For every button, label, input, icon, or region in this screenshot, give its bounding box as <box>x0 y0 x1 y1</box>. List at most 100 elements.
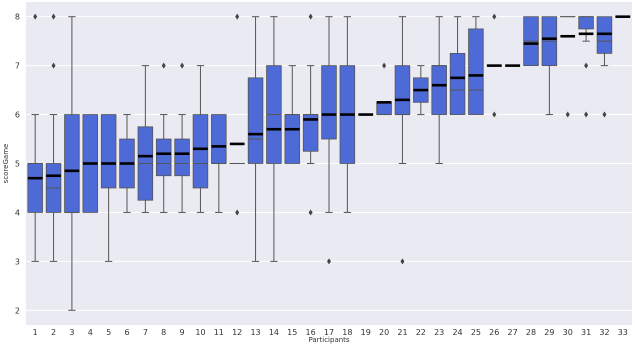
outlier-point <box>180 62 185 69</box>
box-participant-15 <box>284 65 301 164</box>
x-tick-label: 22 <box>416 328 426 337</box>
iqr-box <box>431 65 447 115</box>
x-tick-label: 13 <box>250 328 260 337</box>
outlier-point <box>51 13 56 20</box>
box-participant-2 <box>45 13 62 262</box>
box-participant-29 <box>541 16 558 116</box>
y-tick-label: 4 <box>15 208 20 217</box>
outlier-point <box>400 258 405 265</box>
box-participant-10 <box>192 65 209 213</box>
y-tick-label: 2 <box>15 306 20 315</box>
y-tick-labels: 2 3 4 5 6 7 8 <box>15 13 20 316</box>
x-tick-label: 16 <box>306 328 316 337</box>
iqr-box <box>284 114 301 164</box>
box-participant-17 <box>321 16 337 265</box>
box-participant-5 <box>100 114 117 262</box>
x-tick-label: 23 <box>434 328 444 337</box>
x-tick-label: 9 <box>180 328 185 337</box>
outlier-point <box>584 111 589 118</box>
box-participant-12 <box>229 13 245 216</box>
x-tick-label: 6 <box>124 328 129 337</box>
iqr-box <box>174 138 190 177</box>
box-participant-13 <box>247 16 264 262</box>
x-tick-label: 24 <box>452 328 462 337</box>
box-participant-31 <box>578 16 594 118</box>
box-participant-32 <box>596 16 613 118</box>
outlier-point <box>584 62 589 69</box>
outlier-point <box>51 62 56 69</box>
box-participant-24 <box>449 16 466 115</box>
iqr-box <box>468 28 484 115</box>
x-tick-label: 18 <box>342 328 352 337</box>
x-tick-label: 15 <box>287 328 297 337</box>
outlier-point <box>161 62 166 69</box>
outlier-point <box>382 62 387 69</box>
box-participant-26 <box>486 13 503 118</box>
x-tick-label: 11 <box>214 328 224 337</box>
box-participant-18 <box>339 16 356 213</box>
x-tick-labels: 1 2 3 4 5 6 7 8 9 10 11 12 13 14 15 16 17 18 19 20 21 22 23 24 2… <box>33 328 628 337</box>
y-tick-label: 7 <box>15 62 20 71</box>
box-participant-7 <box>137 65 154 213</box>
iqr-box <box>155 138 172 177</box>
y-axis-label: scoreGame <box>2 144 10 184</box>
box-participant-22 <box>413 65 429 116</box>
box-participant-3 <box>64 16 80 311</box>
outlier-point <box>308 209 313 216</box>
x-tick-label: 28 <box>526 328 536 337</box>
x-axis-label: Participants <box>308 336 349 344</box>
iqr-box <box>376 101 392 115</box>
x-tick-label: 19 <box>361 328 371 337</box>
iqr-box <box>321 65 337 140</box>
y-tick-label: 3 <box>15 257 20 266</box>
x-tick-label: 32 <box>599 328 609 337</box>
outlier-point <box>235 209 240 216</box>
x-tick-label: 25 <box>471 328 481 337</box>
box-participant-30 <box>559 16 576 118</box>
x-tick-label: 10 <box>195 328 205 337</box>
x-tick-label: 4 <box>88 328 93 337</box>
boxes-layer <box>27 13 631 311</box>
box-participant-8 <box>155 62 172 213</box>
x-tick-label: 33 <box>618 328 628 337</box>
box-participant-14 <box>266 16 282 262</box>
outlier-point <box>602 111 607 118</box>
x-tick-label: 1 <box>33 328 38 337</box>
box-participant-4 <box>82 114 99 213</box>
x-tick-label: 21 <box>397 328 407 337</box>
x-tick-label: 5 <box>106 328 111 337</box>
box-participant-21 <box>394 16 411 265</box>
x-tick-label: 7 <box>143 328 148 337</box>
iqr-box <box>64 114 80 213</box>
outlier-point <box>33 13 38 20</box>
x-tick-label: 2 <box>51 328 56 337</box>
outlier-point <box>565 111 570 118</box>
box-participant-23 <box>431 16 447 164</box>
x-tick-label: 12 <box>232 328 242 337</box>
box-participant-9 <box>174 62 190 213</box>
y-tick-label: 6 <box>15 111 20 120</box>
outlier-point <box>308 13 313 20</box>
iqr-box <box>211 114 227 164</box>
x-tick-label: 14 <box>269 328 279 337</box>
box-participant-6 <box>119 114 135 213</box>
x-tick-label: 20 <box>379 328 389 337</box>
iqr-box <box>100 114 117 189</box>
iqr-box <box>449 52 466 115</box>
x-tick-label: 3 <box>69 328 74 337</box>
outlier-point <box>492 13 497 20</box>
outlier-point <box>235 13 240 20</box>
x-tick-label: 26 <box>489 328 499 337</box>
box-participant-1 <box>27 13 43 262</box>
x-tick-label: 31 <box>581 328 591 337</box>
iqr-box <box>247 77 264 164</box>
x-tick-label: 29 <box>544 328 554 337</box>
box-participant-20 <box>376 62 392 116</box>
x-tick-label: 27 <box>508 328 518 337</box>
box-participant-16 <box>302 13 319 216</box>
outlier-point <box>492 111 497 118</box>
iqr-box <box>394 65 411 115</box>
y-tick-label: 8 <box>15 13 20 22</box>
y-tick-label: 5 <box>15 160 20 169</box>
